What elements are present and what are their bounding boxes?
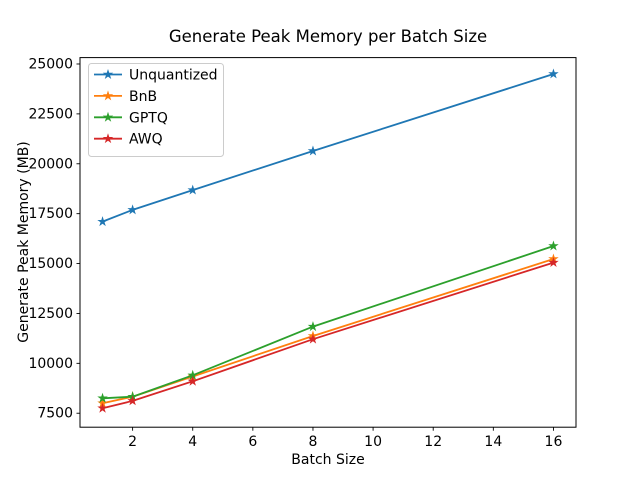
- data-point-awq-x16: [548, 257, 559, 268]
- series-line-awq: [101, 261, 555, 410]
- legend-marker-unquantized: [102, 69, 114, 79]
- y-tick-label: 20000: [28, 156, 73, 172]
- legend-label-bnb: BnB: [129, 89, 157, 105]
- legend-marker-gptq: [102, 111, 114, 122]
- x-tick-label: 10: [364, 434, 382, 450]
- y-tick-label: 12500: [28, 306, 73, 322]
- data-point-unquantized-x8: [307, 145, 319, 156]
- x-tick-label: 8: [309, 434, 318, 450]
- series-line-gptq: [101, 245, 555, 400]
- legend-label-unquantized: Unquantized: [129, 68, 218, 84]
- x-tick-label: 12: [424, 434, 442, 450]
- data-point-awq-x2: [127, 395, 138, 406]
- y-tick-label: 25000: [28, 56, 73, 72]
- data-point-bnb-x1: [97, 397, 108, 408]
- chart-title: Generate Peak Memory per Batch Size: [168, 27, 488, 46]
- x-axis-label: Batch Size: [291, 452, 365, 468]
- legend-marker-bnb: [102, 90, 114, 101]
- data-point-gptq-x8: [307, 321, 319, 332]
- legend-marker-awq: [102, 133, 114, 144]
- data-point-awq-x4: [187, 375, 198, 386]
- series-line-bnb: [101, 258, 555, 405]
- y-tick-label: 7500: [37, 406, 73, 422]
- data-point-awq-x8: [307, 333, 319, 344]
- x-tick-label: 6: [248, 434, 257, 450]
- data-point-unquantized-x1: [97, 216, 108, 227]
- axes-border: [79, 57, 577, 428]
- y-tick-label: 15000: [28, 256, 73, 272]
- data-point-unquantized-x16: [548, 68, 559, 79]
- y-tick-label: 17500: [28, 206, 73, 222]
- legend-label-awq: AWQ: [129, 132, 163, 148]
- x-tick-label: 4: [188, 434, 197, 450]
- y-axis-label: Generate Peak Memory (MB): [16, 141, 32, 343]
- y-tick-label: 10000: [28, 356, 73, 372]
- data-point-unquantized-x4: [187, 184, 198, 195]
- x-tick-label: 16: [545, 434, 563, 450]
- data-point-awq-x1: [97, 402, 108, 413]
- data-point-gptq-x4: [187, 369, 198, 380]
- data-point-gptq-x1: [97, 392, 108, 403]
- x-tick-label: 2: [128, 434, 137, 450]
- x-tick-label: 14: [484, 434, 502, 450]
- data-point-gptq-x16: [548, 240, 559, 251]
- legend-box: [88, 63, 224, 157]
- data-point-unquantized-x2: [127, 204, 138, 215]
- y-tick-label: 22500: [28, 106, 73, 122]
- legend-label-gptq: GPTQ: [129, 110, 168, 126]
